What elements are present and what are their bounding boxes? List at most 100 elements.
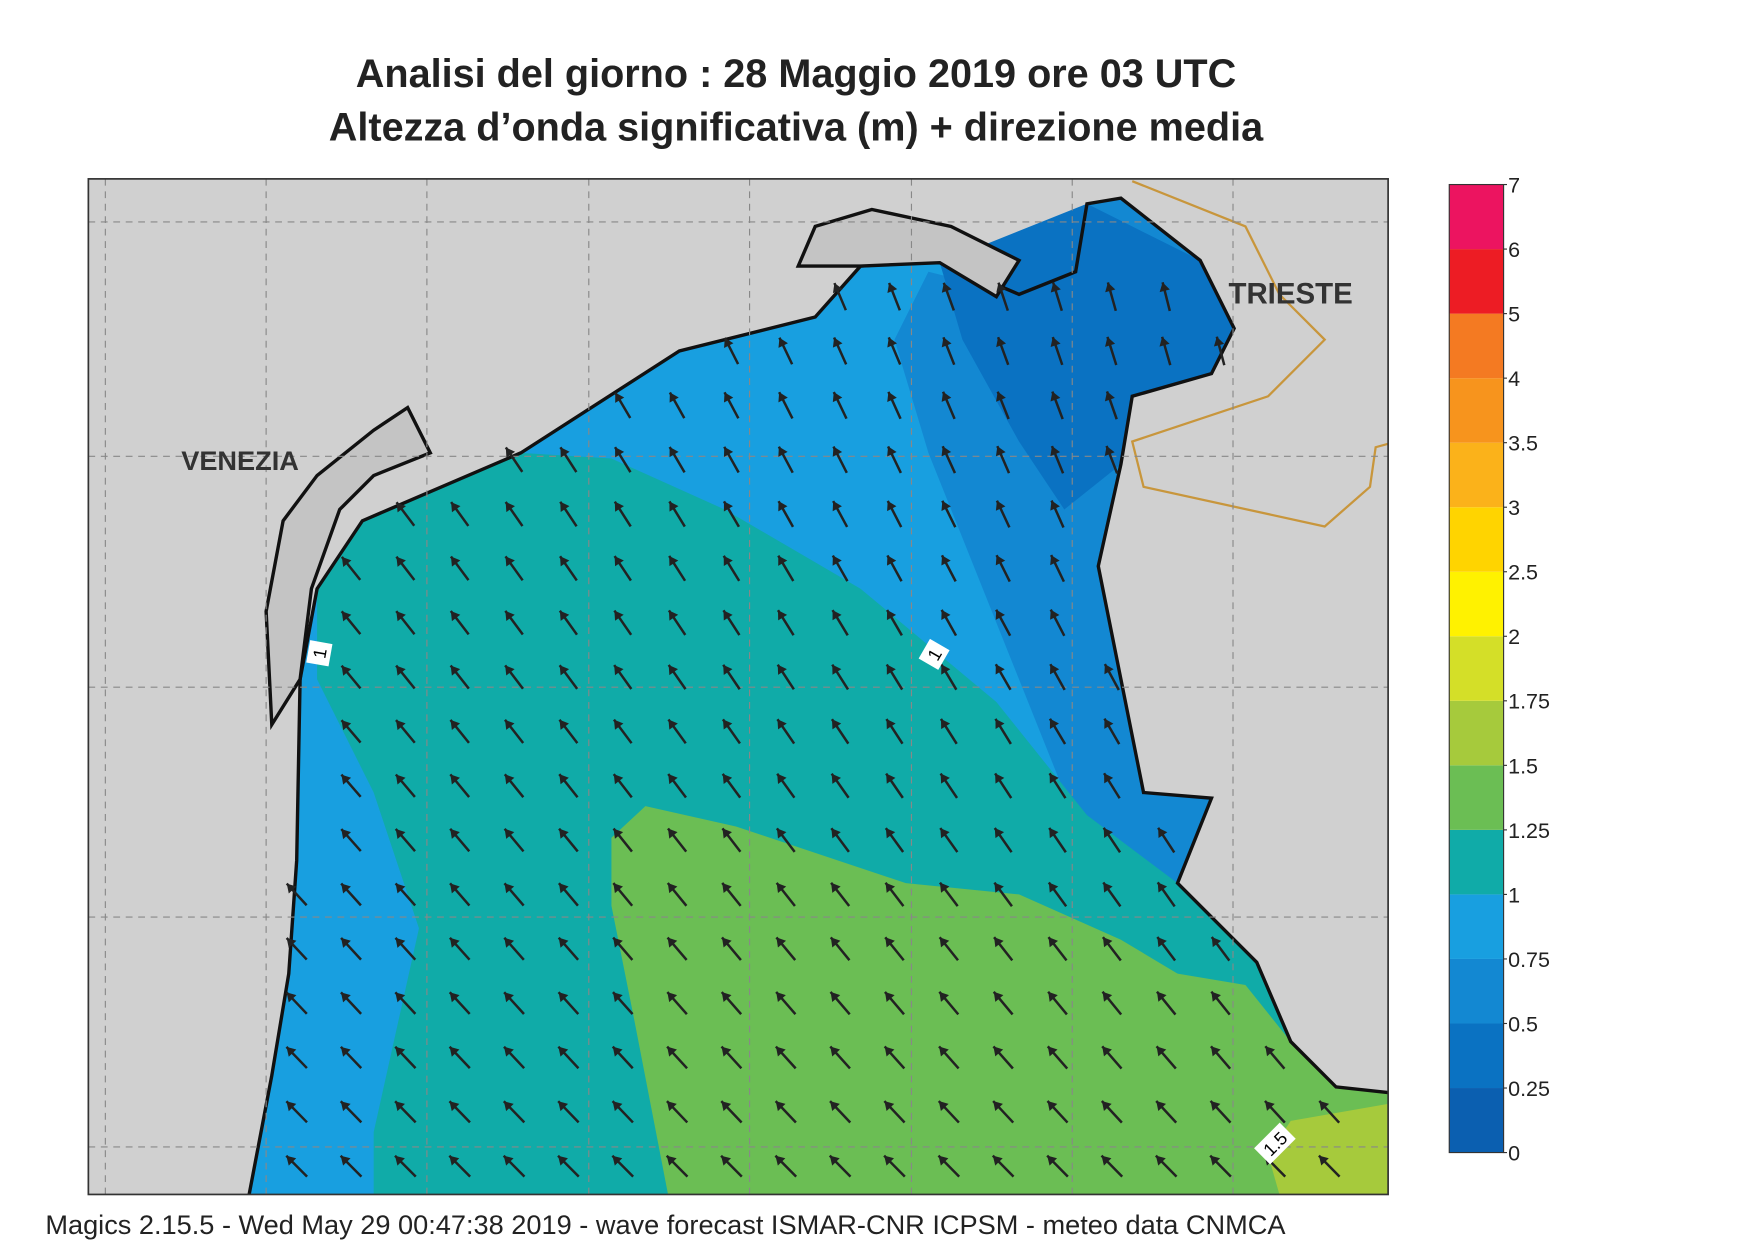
contour-label: 1	[918, 638, 950, 670]
arrow-head	[832, 610, 842, 621]
arrow-head	[941, 391, 952, 402]
lagoon	[264, 405, 433, 731]
arrow-head	[775, 1155, 786, 1166]
arrow-head	[778, 610, 788, 621]
arrow-head	[886, 664, 896, 675]
arrow-head	[723, 664, 733, 676]
arrow-head	[722, 719, 733, 730]
arrow-head	[286, 937, 297, 948]
arrow-head	[668, 828, 678, 839]
arrow-head	[832, 555, 842, 566]
colorbar-label: 3	[1508, 496, 1520, 520]
arrow-head	[613, 774, 624, 785]
coastline	[247, 196, 1389, 1195]
arrow-head	[721, 1046, 732, 1057]
arrow-head	[721, 992, 732, 1003]
arrow-head	[395, 937, 406, 948]
arrow-head	[1158, 827, 1168, 838]
border	[1130, 180, 1389, 528]
arrow-head	[775, 1046, 786, 1057]
arrow-head	[558, 1155, 568, 1166]
arrow-head	[721, 937, 732, 948]
colorbar: 0 0.25 0.5 0.75 1 1.25 1.5 1.75 2 2.5 3 3.5 4 5 6 7	[1448, 173, 1550, 1165]
arrow-head	[1105, 336, 1116, 347]
arrow-head	[885, 937, 895, 948]
arrow-head	[505, 447, 516, 458]
colorbar-label: 4	[1508, 367, 1520, 391]
colorbar-band	[1449, 894, 1504, 959]
arrow-head	[993, 1101, 1003, 1112]
colorbar-label: 0.25	[1508, 1077, 1550, 1101]
arrow-head	[832, 283, 843, 294]
arrow-head	[1048, 882, 1059, 893]
arrow-head	[669, 392, 679, 403]
arrow-head	[1050, 609, 1060, 620]
arrow-head	[613, 719, 624, 730]
arrow-head	[612, 992, 623, 1003]
colorbar-label: 1.25	[1508, 819, 1550, 843]
arrow-head	[667, 1046, 677, 1057]
arrow-head	[1157, 937, 1167, 948]
arrow-head	[1102, 991, 1113, 1002]
arrow-head	[449, 992, 460, 1003]
footer: Magics 2.15.5 - Wed May 29 00:47:38 2019…	[45, 1209, 1286, 1240]
arrow-head	[558, 883, 569, 894]
arrow-head	[887, 500, 897, 512]
colorbar-label: 1.5	[1508, 754, 1538, 778]
arrow-head	[504, 774, 515, 785]
label-box	[306, 640, 333, 667]
arrow-head	[884, 1046, 895, 1057]
arrow-head	[450, 556, 461, 567]
arrow-head	[1104, 391, 1115, 402]
arrow-head	[884, 1101, 895, 1112]
arrow-head	[887, 446, 897, 457]
colorbar-band	[1449, 442, 1504, 508]
arrow-head	[776, 882, 787, 893]
arrow-head	[560, 501, 570, 512]
arrow-head	[504, 828, 515, 839]
arrow-head	[666, 1101, 677, 1112]
arrow-head	[1213, 336, 1225, 347]
arrow-head	[612, 1155, 623, 1166]
arrow-head	[1105, 282, 1116, 293]
arrow-head	[505, 665, 515, 676]
arrow-head	[775, 1101, 786, 1112]
arrow-head	[613, 828, 624, 839]
arrow-head	[504, 937, 515, 948]
colorbar-label: 1.75	[1508, 690, 1550, 714]
arrow-head	[940, 773, 950, 784]
arrow-head	[504, 719, 515, 730]
map-frame	[87, 178, 1389, 1196]
arrow-head	[668, 719, 678, 730]
subtitle: Altezza d’onda significativa (m) + direz…	[329, 105, 1264, 149]
arrow-head	[778, 392, 788, 403]
arrow-head	[340, 1155, 351, 1166]
arrow-head	[558, 1046, 569, 1057]
colorbar-band	[1449, 700, 1504, 766]
arrow-head	[451, 502, 461, 513]
arrow-head	[994, 827, 1005, 839]
arrow-head	[559, 719, 569, 730]
arrow-head	[1104, 773, 1114, 784]
colorbar-band	[1449, 313, 1504, 379]
arrow-head	[941, 664, 951, 675]
arrow-head	[395, 883, 406, 894]
arrow-head	[1047, 1046, 1058, 1057]
arrow-head	[1104, 445, 1115, 456]
arrow-head	[884, 991, 895, 1002]
contour-text: 1	[309, 647, 330, 660]
arrow-head	[449, 1155, 460, 1166]
arrow-head	[395, 1101, 405, 1112]
arrow-head	[994, 882, 1004, 893]
arrow-head	[667, 937, 678, 948]
arrow-head	[722, 773, 733, 785]
arrow-head	[286, 1155, 297, 1166]
colorbar-band	[1449, 1088, 1504, 1153]
direction-arrows	[285, 282, 1341, 1178]
arrow-head	[1050, 391, 1061, 402]
arrow-head	[1103, 882, 1113, 893]
colorbar-band	[1449, 507, 1504, 572]
arrow-head	[503, 1101, 514, 1112]
grado-lagoon	[795, 207, 1022, 299]
